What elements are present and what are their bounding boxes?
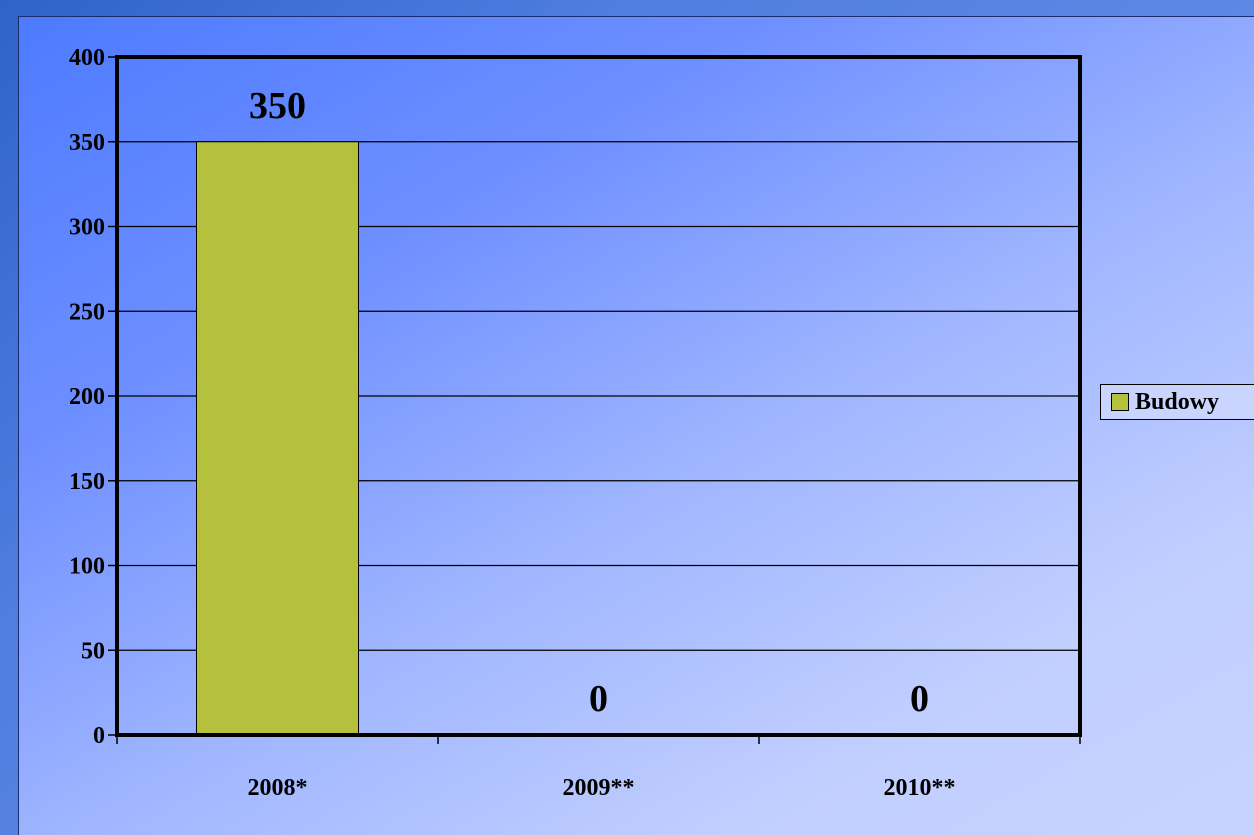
x-tick-labels: 2008* 2009** 2010** <box>248 775 956 801</box>
x-tick-label-2010**: 2010** <box>884 775 956 801</box>
y-tick-label-400: 400 <box>69 45 105 71</box>
axes <box>108 55 1082 744</box>
bar-2008* <box>196 141 359 736</box>
data-labels: 350 0 0 <box>249 85 929 720</box>
y-tick-label-150: 150 <box>69 469 105 495</box>
y-tick-label-350: 350 <box>69 130 105 156</box>
y-tick-label-300: 300 <box>69 215 105 241</box>
y-tick-labels: 0 50 100 150 200 250 300 350 400 <box>69 45 105 749</box>
legend-label: Budowy <box>1135 388 1220 415</box>
y-tick-label-50: 50 <box>81 638 105 664</box>
data-label-2009**: 0 <box>589 678 608 720</box>
x-tick-label-2009**: 2009** <box>563 775 635 801</box>
y-tick-label-0: 0 <box>93 723 105 749</box>
legend-swatch <box>1111 393 1129 411</box>
y-tick-label-100: 100 <box>69 554 105 580</box>
y-tick-label-200: 200 <box>69 384 105 410</box>
bars <box>196 141 359 736</box>
data-label-2008*: 350 <box>249 85 306 127</box>
data-label-2010**: 0 <box>910 678 929 720</box>
x-tick-label-2008*: 2008* <box>248 775 308 801</box>
legend: Budowy <box>1100 384 1254 420</box>
y-tick-label-250: 250 <box>69 299 105 325</box>
